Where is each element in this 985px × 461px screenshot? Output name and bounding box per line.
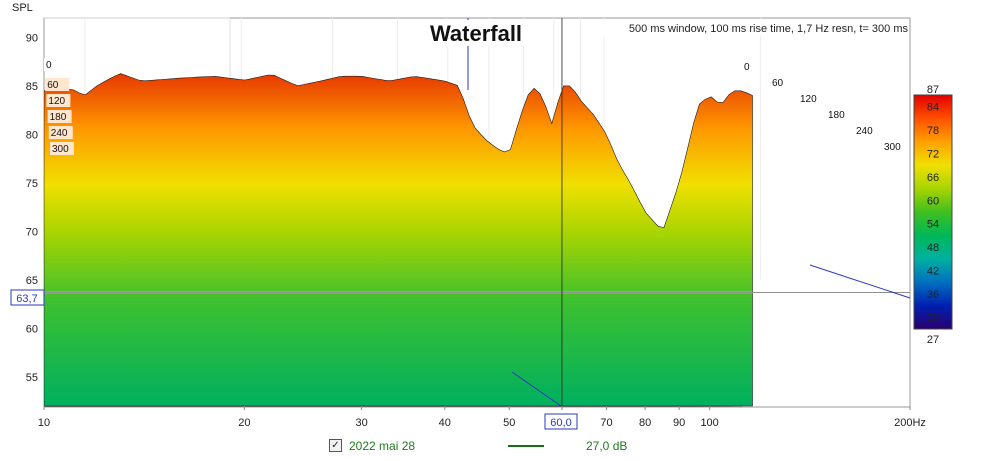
colorbar-tick-label: 48 [927, 242, 939, 254]
time-axis-left: 0 60 120 180 240 300 [44, 58, 74, 155]
colorbar: 87 84 78 72 66 60 54 48 42 36 30 27 [913, 84, 953, 346]
y-axis: 90 85 80 75 70 65 60 55 [26, 32, 38, 384]
time-axis-right: 0 60 120 180 240 300 [742, 60, 906, 153]
time-tick-bg [742, 60, 753, 73]
time-tick-right: 180 [828, 110, 845, 121]
cursor-depth-line [511, 371, 562, 407]
time-tick-bg [50, 142, 74, 155]
time-tick-left: 300 [52, 144, 69, 155]
cursor-x-label: 60,0 [550, 417, 571, 429]
time-tick-left: 0 [46, 60, 52, 71]
waterfall-surface [44, 73, 753, 407]
info-bg [583, 20, 909, 36]
x-tick-label: 30 [355, 417, 367, 429]
waterfall-slice [44, 73, 753, 407]
colorbar-tick-label: 84 [927, 102, 939, 114]
cursor-depth-line [809, 264, 911, 299]
colorbar-tick-label: 54 [927, 219, 939, 231]
y-axis-label: SPL [12, 2, 33, 14]
cursor-x-box [544, 413, 578, 430]
colorbar-tick-label: 78 [927, 125, 939, 137]
colorbar-tick-label: 66 [927, 172, 939, 184]
measurement-checkbox[interactable]: ✓ [329, 439, 342, 452]
y-tick-label: 90 [26, 32, 38, 44]
time-tick-left: 60 [47, 80, 59, 91]
time-tick-bg [882, 140, 906, 153]
colorbar-tick-label: 42 [927, 266, 939, 278]
time-tick-right: 300 [884, 142, 901, 153]
time-tick-right: 0 [744, 62, 750, 73]
x-tick-label: 80 [639, 417, 651, 429]
cursor-y-label: 63,7 [16, 293, 37, 305]
x-tick-label: 90 [673, 417, 685, 429]
y-tick-label: 75 [26, 178, 38, 190]
x-axis: 102030405060708090100200Hz [38, 406, 926, 429]
y-tick-label: 80 [26, 129, 38, 141]
y-tick-label: 65 [26, 275, 38, 287]
colorbar-tick-label: 60 [927, 195, 939, 207]
y-tick-label: 85 [26, 81, 38, 93]
time-tick-bg [47, 110, 72, 123]
chart-info: 500 ms window, 100 ms rise time, 1,7 Hz … [629, 23, 909, 35]
x-tick-label: 50 [503, 417, 515, 429]
x-tick-label: 70 [600, 417, 612, 429]
title-bg [424, 20, 528, 46]
time-tick-bg [770, 76, 787, 89]
x-tick-label: 200Hz [894, 417, 926, 429]
time-tick-bg [854, 124, 878, 137]
x-tick-label: 10 [38, 417, 50, 429]
cursor-y-box [10, 289, 45, 306]
colorbar-tick-label: 72 [927, 149, 939, 161]
time-tick-bg [45, 78, 70, 91]
legend: ✓ 2022 mai 28 27,0 dB [0, 436, 985, 456]
colorbar-ticks: 87 84 78 72 66 60 54 48 42 36 30 27 [927, 84, 939, 346]
time-tick-bg [798, 92, 822, 105]
legend-line-swatch [508, 445, 544, 447]
colorbar-tick-label: 87 [927, 84, 939, 96]
time-tick-right: 120 [800, 94, 817, 105]
measurement-level: 27,0 dB [586, 439, 628, 453]
time-tick-bg [826, 108, 850, 121]
measurement-name: 2022 mai 28 [349, 439, 416, 453]
time-tick-right: 60 [772, 78, 784, 89]
time-tick-left: 120 [48, 96, 65, 107]
x-tick-label: 40 [439, 417, 451, 429]
x-tick-label: 20 [238, 417, 250, 429]
time-tick-bg [46, 94, 71, 107]
time-tick-bg [44, 58, 68, 71]
time-tick-left: 180 [50, 112, 67, 123]
time-tick-bg [48, 126, 73, 139]
colorbar-tick-label: 30 [927, 312, 939, 324]
chart-title: Waterfall [430, 21, 522, 46]
time-tick-right: 240 [856, 126, 873, 137]
time-tick-left: 240 [51, 128, 68, 139]
x-tick-label: 100 [700, 417, 718, 429]
y-tick-label: 55 [26, 372, 38, 384]
colorbar-tick-label: 27 [927, 334, 939, 346]
y-tick-label: 70 [26, 226, 38, 238]
y-tick-label: 60 [26, 323, 38, 335]
colorbar-gradient [913, 94, 953, 330]
colorbar-tick-label: 36 [927, 289, 939, 301]
